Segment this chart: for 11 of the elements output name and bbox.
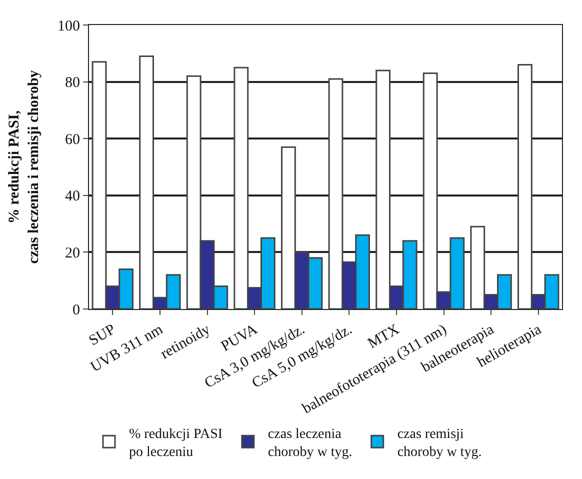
y-tick-label: 40	[65, 188, 80, 205]
y-tick-label: 80	[65, 75, 80, 92]
legend-label: czas remisji choroby w tyg.	[397, 426, 482, 460]
y-tick-label: 0	[72, 302, 80, 318]
legend-label: czas leczenia choroby w tyg.	[268, 426, 352, 460]
legend-label: % redukcji PASI po leczeniu	[129, 426, 223, 460]
y-tick-label: 20	[65, 245, 80, 262]
y-tick-label: 60	[65, 132, 80, 148]
y-axis-title: % redukcji PASI, czas leczenia i remisji choroby	[6, 70, 42, 264]
x-tick-label: SUP	[86, 322, 118, 350]
y-tick-label: 100	[58, 18, 80, 34]
